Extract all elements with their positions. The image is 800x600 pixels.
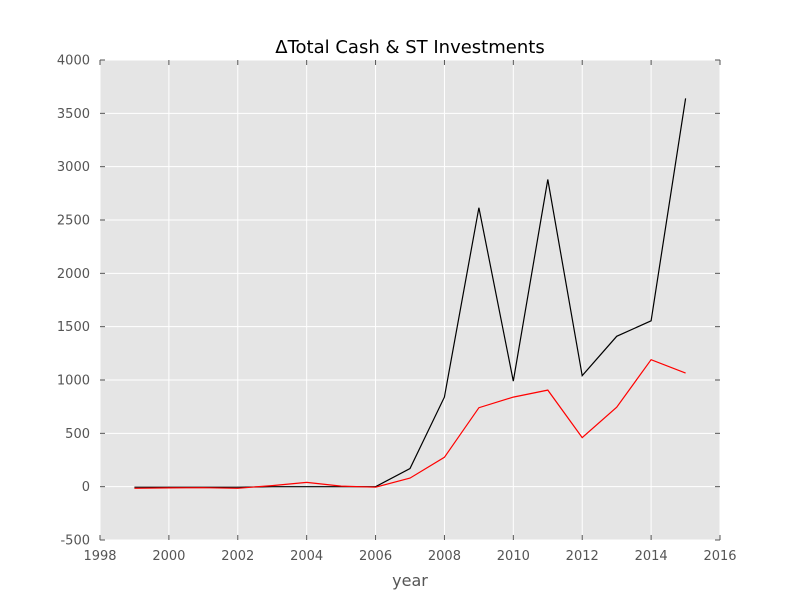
- x-tick-label: 2016: [703, 549, 736, 564]
- plot-area: [100, 60, 720, 540]
- series-layer: [134, 98, 687, 489]
- y-tick-label: 500: [65, 427, 90, 442]
- x-axis-label: year: [392, 571, 428, 590]
- y-tick-label: 2000: [57, 267, 90, 282]
- x-tick-label: 1998: [83, 549, 116, 564]
- x-tick-label: 2012: [566, 549, 599, 564]
- series-line-1: [134, 98, 687, 488]
- x-tick-label: 2010: [497, 549, 530, 564]
- x-tick-label: 2008: [428, 549, 461, 564]
- y-tick-label: 0: [82, 480, 90, 495]
- y-tick-label: -500: [60, 534, 90, 549]
- x-tick-labels: 1998 2000 2002 2004 2006 2008 2010 2012 2014 2016: [83, 549, 736, 564]
- x-tick-label: 2006: [359, 549, 392, 564]
- grid-y: [100, 59, 720, 541]
- y-tick-labels: -500 0 500 1000 1500 2000 2500 3000 3500 4000: [57, 54, 90, 549]
- series-line-2: [134, 358, 686, 489]
- x-tick-label: 2002: [221, 549, 254, 564]
- chart-title: ΔTotal Cash & ST Investments: [275, 37, 544, 58]
- y-tick-label: 2500: [57, 214, 90, 229]
- x-tick-label: 2004: [290, 549, 323, 564]
- x-tick-label: 2014: [635, 549, 668, 564]
- y-tick-label: 4000: [57, 54, 90, 69]
- y-tick-label: 1500: [57, 320, 90, 335]
- y-tick-label: 1000: [57, 374, 90, 389]
- y-tick-label: 3000: [57, 160, 90, 175]
- grid-x: [99, 60, 721, 540]
- y-tick-label: 3500: [57, 107, 90, 122]
- ticks-layer: [99, 59, 721, 541]
- x-tick-label: 2000: [152, 549, 185, 564]
